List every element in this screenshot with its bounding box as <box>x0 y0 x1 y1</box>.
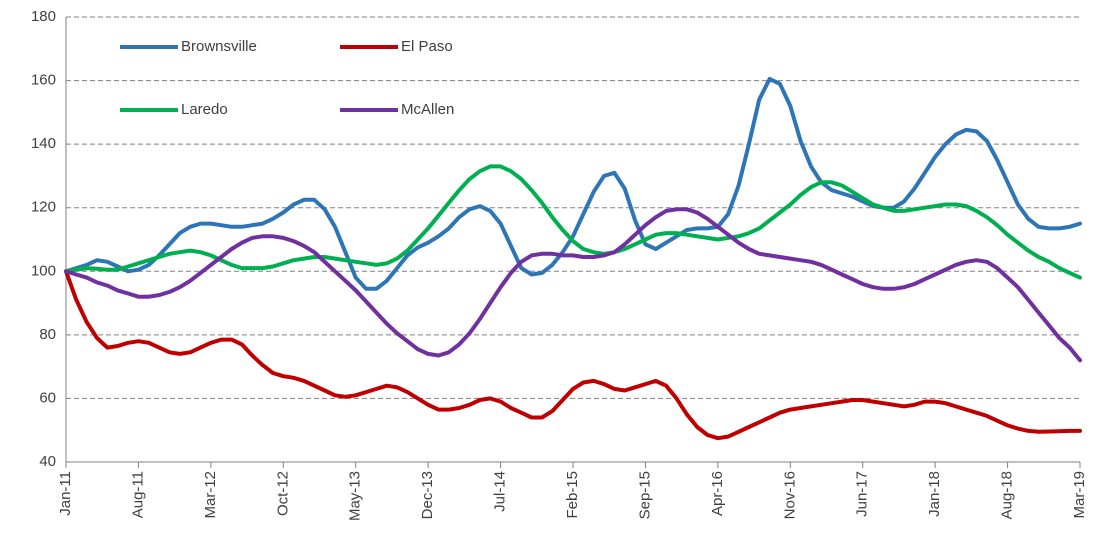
series-line <box>64 269 1082 441</box>
series-line <box>64 77 1082 291</box>
y-tick-label: 40 <box>39 453 56 470</box>
x-tick-label: Aug-11 <box>129 471 146 518</box>
y-tick-label: 80 <box>39 326 56 343</box>
x-tick-label: Mar-19 <box>1071 471 1088 519</box>
y-tick-label: 180 <box>31 8 56 25</box>
legend-label: Laredo <box>181 101 228 118</box>
series-line <box>64 207 1082 363</box>
series-line <box>64 164 1082 280</box>
x-tick-label: Jul-14 <box>492 471 509 512</box>
x-tick-label: Nov-16 <box>781 471 798 519</box>
legend-label: Brownsville <box>181 38 257 55</box>
x-tick-label: Apr-16 <box>709 471 726 516</box>
x-tick-label: Dec-13 <box>419 471 436 519</box>
x-tick-label: Oct-12 <box>274 471 291 516</box>
legend-label: McAllen <box>401 101 454 118</box>
x-tick-label: Mar-12 <box>202 471 219 519</box>
x-tick-label: May-13 <box>347 471 364 521</box>
x-tick-label: Jan-18 <box>926 471 943 517</box>
y-tick-label: 160 <box>31 72 56 89</box>
y-tick-label: 140 <box>31 135 56 152</box>
y-tick-label: 100 <box>31 262 56 279</box>
y-tick-label: 60 <box>39 389 56 406</box>
x-tick-label: Aug-18 <box>999 471 1016 519</box>
x-tick-label: Sep-15 <box>636 471 653 519</box>
legend-label: El Paso <box>401 38 453 55</box>
x-tick-label: Jan-11 <box>57 471 74 516</box>
y-tick-label: 120 <box>31 199 56 216</box>
x-tick-label: Feb-15 <box>564 471 581 519</box>
x-tick-label: Jun-17 <box>854 471 871 517</box>
